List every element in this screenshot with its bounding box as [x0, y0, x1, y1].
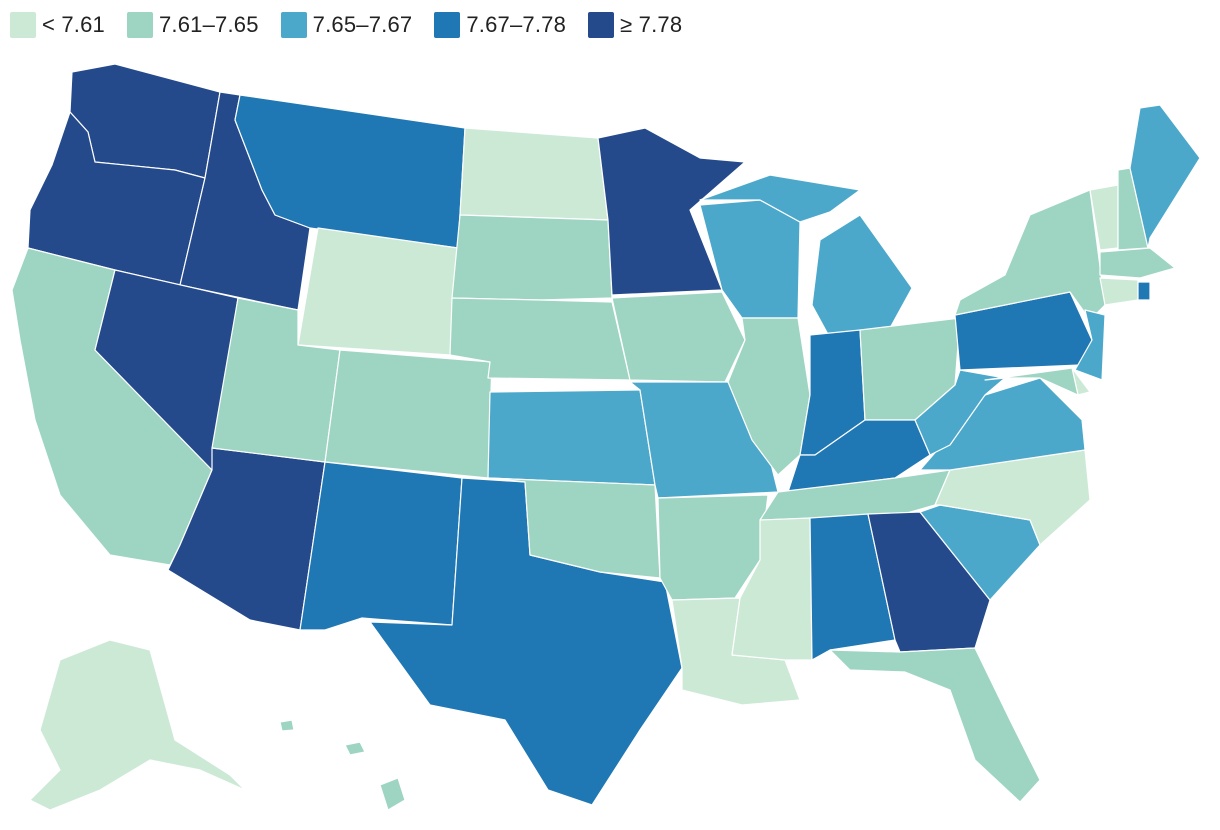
state-NY[interactable]: [954, 189, 1106, 321]
state-IA[interactable]: [611, 291, 746, 383]
state-WV[interactable]: [914, 369, 1006, 456]
legend-label-2: 7.65–7.67: [312, 12, 413, 37]
legend-swatch-3: [434, 12, 461, 38]
state-MA[interactable]: [1099, 247, 1176, 279]
state-ND[interactable]: [459, 127, 609, 221]
legend-swatch-1: [126, 12, 153, 38]
state-MN[interactable]: [597, 127, 746, 296]
state-NM[interactable]: [299, 461, 463, 631]
legend-swatch-0: [10, 12, 36, 38]
state-CO[interactable]: [324, 349, 493, 479]
state-IL[interactable]: [727, 317, 811, 476]
legend-item: < 7.61: [10, 12, 105, 38]
state-CT[interactable]: [1099, 277, 1139, 306]
state-SD[interactable]: [451, 214, 613, 301]
legend-item: 7.65–7.67: [280, 12, 413, 38]
legend-label-0: < 7.61: [42, 12, 105, 37]
legend-label-1: 7.61–7.65: [158, 12, 259, 37]
legend-item: ≥ 7.78: [588, 12, 682, 38]
state-MI-UP[interactable]: [699, 174, 861, 223]
state-HI-2[interactable]: [344, 741, 366, 756]
state-RI[interactable]: [1137, 281, 1151, 301]
state-HI-3[interactable]: [279, 719, 295, 732]
legend-label-4: ≥ 7.78: [620, 12, 683, 37]
state-AL[interactable]: [809, 513, 896, 661]
legend-item: 7.67–7.78: [434, 12, 566, 38]
legend-item: 7.61–7.65: [126, 12, 259, 38]
state-NE[interactable]: [449, 297, 631, 381]
state-MI[interactable]: [811, 214, 913, 339]
state-AK[interactable]: [29, 639, 246, 811]
legend-swatch-2: [280, 12, 307, 38]
state-HI[interactable]: [379, 777, 406, 811]
state-FL[interactable]: [829, 647, 1041, 803]
legend: < 7.61 7.61–7.65 7.65–7.67 7.67–7.78 ≥ 7…: [10, 12, 704, 38]
state-KS[interactable]: [487, 389, 656, 486]
legend-label-3: 7.67–7.78: [466, 12, 567, 37]
legend-swatch-4: [588, 12, 615, 38]
state-MD[interactable]: [984, 367, 1079, 396]
state-NJ[interactable]: [1074, 309, 1106, 381]
state-WY[interactable]: [297, 227, 459, 356]
